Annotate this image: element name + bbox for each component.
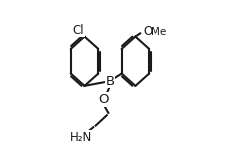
Text: Me: Me xyxy=(151,27,166,37)
Text: B: B xyxy=(105,75,114,88)
Text: O: O xyxy=(143,25,152,38)
Text: O: O xyxy=(98,93,109,106)
Text: Cl: Cl xyxy=(72,24,84,37)
Text: H₂N: H₂N xyxy=(69,131,92,144)
